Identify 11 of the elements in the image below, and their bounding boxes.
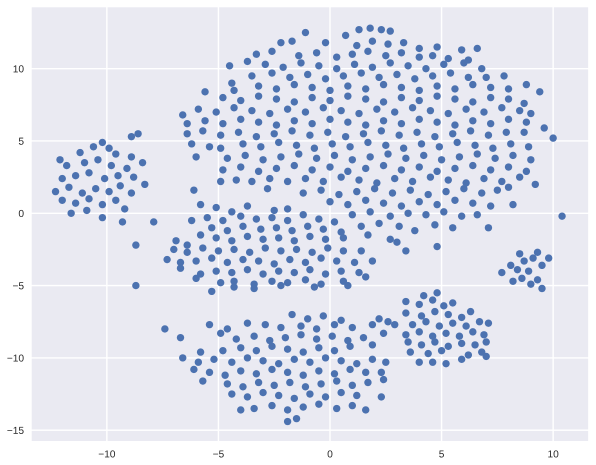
x-tick-label: −5	[213, 450, 224, 458]
x-tick-label: 5	[439, 450, 444, 458]
y-tick-label: −5	[12, 282, 24, 290]
y-tick-label: −15	[7, 426, 24, 434]
y-tick-label: 0	[18, 210, 24, 218]
x-tick-label: 0	[328, 450, 332, 458]
y-tick-label: 5	[18, 138, 24, 145]
x-tick-label: 10	[548, 450, 558, 458]
y-tick-label: 10	[14, 65, 24, 72]
y-tick-label: −10	[7, 354, 24, 362]
x-tick-label: −10	[98, 450, 116, 458]
